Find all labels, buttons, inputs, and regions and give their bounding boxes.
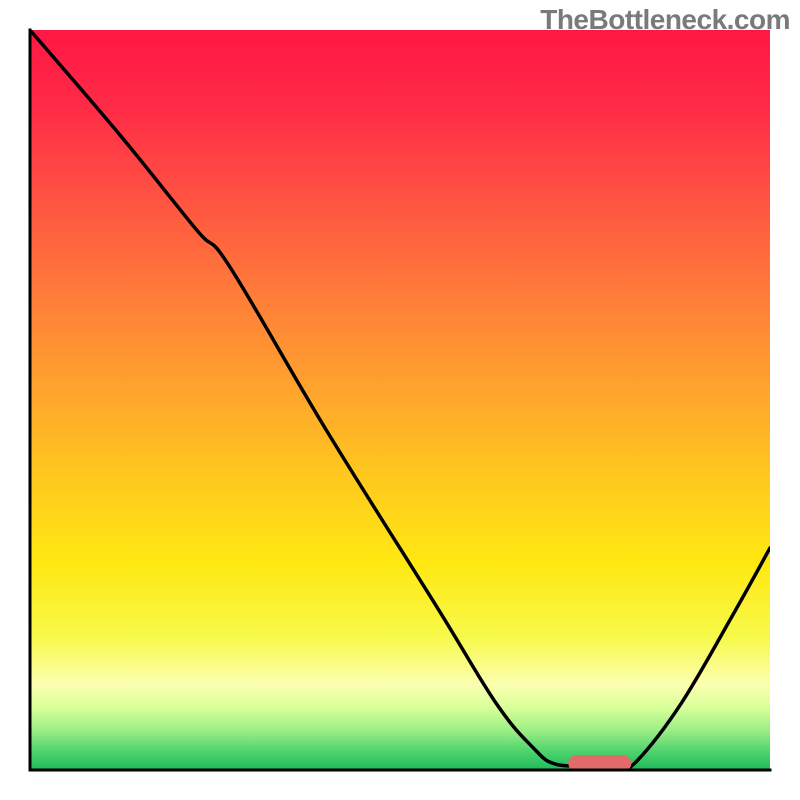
gradient-background bbox=[30, 30, 770, 770]
watermark-label: TheBottleneck.com bbox=[540, 4, 790, 36]
bottleneck-chart: TheBottleneck.com bbox=[0, 0, 800, 800]
chart-svg bbox=[0, 0, 800, 800]
